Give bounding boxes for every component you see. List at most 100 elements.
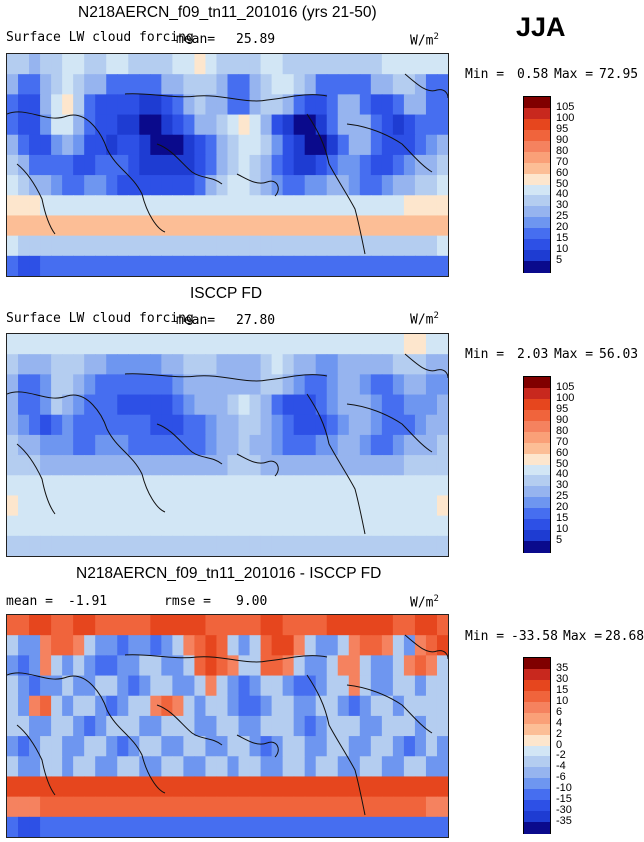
field-cell [194,715,207,737]
field-cell [282,54,295,75]
colorbar-swatch [524,679,550,692]
coastline [404,73,448,99]
field-cell [370,54,383,75]
colorbar-tick-label: -6 [556,771,566,784]
field-cell [128,715,140,737]
field-cell [51,715,63,737]
field-cell [425,334,438,355]
field-cell [436,54,448,75]
field-cell [161,154,173,176]
field-cell [62,695,74,717]
field-cell [172,255,185,276]
field-cell [183,434,196,456]
field-cell [139,796,151,818]
colorbar-tick-label: 4 [556,716,563,729]
field-cell [40,414,52,436]
field-cell [205,134,218,156]
field-cell [106,334,118,355]
field-cell [139,535,151,556]
field-cell [227,796,240,818]
field-cell [337,94,350,116]
field-cell [260,94,273,116]
field-cell [51,334,63,355]
field-cell [84,495,96,517]
field-cell [139,515,151,537]
field-cell [172,94,185,116]
field-cell [337,154,350,176]
field-cell [106,776,118,798]
field-cell [84,394,96,416]
field-cell [29,535,41,556]
field-cell [282,255,295,276]
field-cell [106,134,118,156]
colorbar-swatch [524,658,550,670]
field-cell [117,74,129,95]
field-cell [106,195,118,217]
field-cell [29,756,41,778]
field-cell [7,715,19,737]
field-cell [51,695,63,717]
colorbar-swatch [524,442,550,455]
field-cell [117,434,129,456]
field-cell [293,756,306,778]
field-cell [348,756,361,778]
field-cell [117,175,129,196]
field-cell [7,635,19,656]
colorbar-swatch [524,151,550,164]
field-cell [161,736,173,757]
field-cell [95,354,107,375]
field-cell [139,235,151,257]
field-cell [183,736,196,757]
coastline [156,704,223,746]
panel2-variable-label: Surface LW cloud forcing [6,311,194,326]
field-cell [403,515,416,537]
field-cell [18,455,30,476]
field-cell [425,715,438,737]
field-cell [403,535,416,556]
field-cell [73,74,85,95]
field-cell [29,796,41,818]
field-cell [293,154,306,176]
panel3-max-label: Max = [563,629,603,644]
field-cell [194,414,207,436]
field-cell [414,94,427,116]
field-cell [150,715,162,737]
field-cell [139,615,151,636]
field-cell [40,235,52,257]
field-cell [381,535,394,556]
field-cell [73,675,85,697]
field-cell [40,695,52,717]
field-cell [18,54,30,75]
field-cell [128,175,140,196]
field-cell [436,515,448,537]
field-cell [194,455,207,476]
field-cell [95,134,107,156]
field-cell [414,394,427,416]
colorbar-swatch [524,250,550,262]
field-cell [216,94,229,116]
field-cell [370,414,383,436]
field-cell [238,114,251,136]
field-cell [260,615,273,636]
field-cell [194,255,207,276]
field-cell [359,495,372,517]
field-cell [62,414,74,436]
field-cell [271,414,284,436]
colorbar-tick-label: 50 [556,177,569,190]
field-cell [304,675,317,697]
field-cell [216,154,229,176]
field-cell [40,715,52,737]
colorbar-tick-label: 0 [556,738,563,751]
field-cell [73,475,85,497]
field-cell [139,334,151,355]
field-cell [436,695,448,717]
field-cell [117,374,129,396]
colorbar-swatch [524,712,550,725]
field-cell [238,495,251,517]
field-cell [282,695,295,717]
field-cell [183,134,196,156]
coastline [156,423,223,465]
field-cell [392,354,405,375]
field-cell [249,195,262,217]
field-cell [172,495,185,517]
